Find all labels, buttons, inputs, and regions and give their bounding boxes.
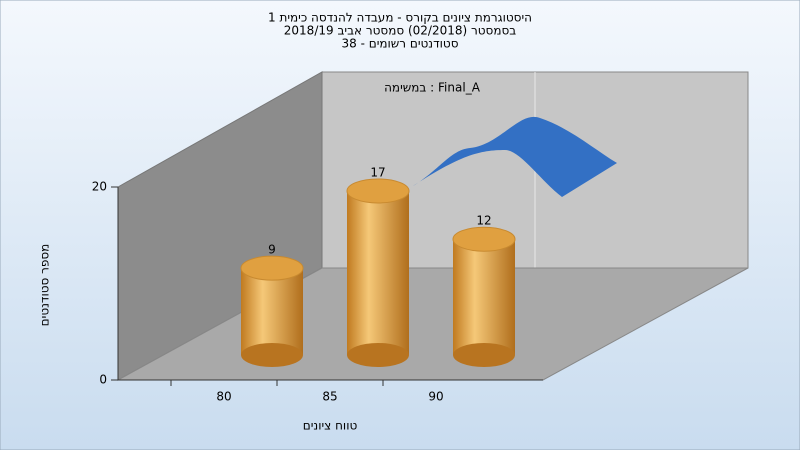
annotation: במשימה : Final_A (384, 81, 481, 95)
distribution-curve (410, 116, 617, 197)
bar-body (453, 239, 515, 355)
value-label: 9 (268, 243, 276, 257)
chart-title: היסטוגרמת ציונים בקורס - מעבדה להנדסה כי… (268, 11, 532, 25)
x-tick-label: 90 (428, 390, 443, 404)
bar (452, 226, 516, 367)
value-label: 17 (370, 165, 385, 179)
y-tick-label: 0 (99, 373, 107, 387)
bar (240, 255, 304, 367)
chart-subtitle: סטודנטים רשומים - 38 (341, 37, 458, 51)
value-label: 12 (476, 214, 491, 228)
bar (346, 178, 410, 367)
bar-bottom (453, 343, 515, 367)
bar-top (346, 178, 410, 204)
x-tick-label: 85 (322, 390, 337, 404)
y-axis-label: מספר סטודנטים (38, 244, 52, 327)
x-axis-label: טווח ציונים (303, 419, 358, 433)
chart-subtitle: בסמסטר (02/2018) סמסטר אביב 2018/19 (284, 24, 516, 38)
bar-body (241, 268, 303, 355)
bar-body (347, 190, 409, 355)
bar-top (240, 255, 304, 281)
bar-top (452, 226, 516, 252)
y-tick-label: 20 (92, 180, 107, 194)
bar-bottom (347, 343, 409, 367)
x-tick-label: 80 (216, 390, 231, 404)
bar-bottom (241, 343, 303, 367)
